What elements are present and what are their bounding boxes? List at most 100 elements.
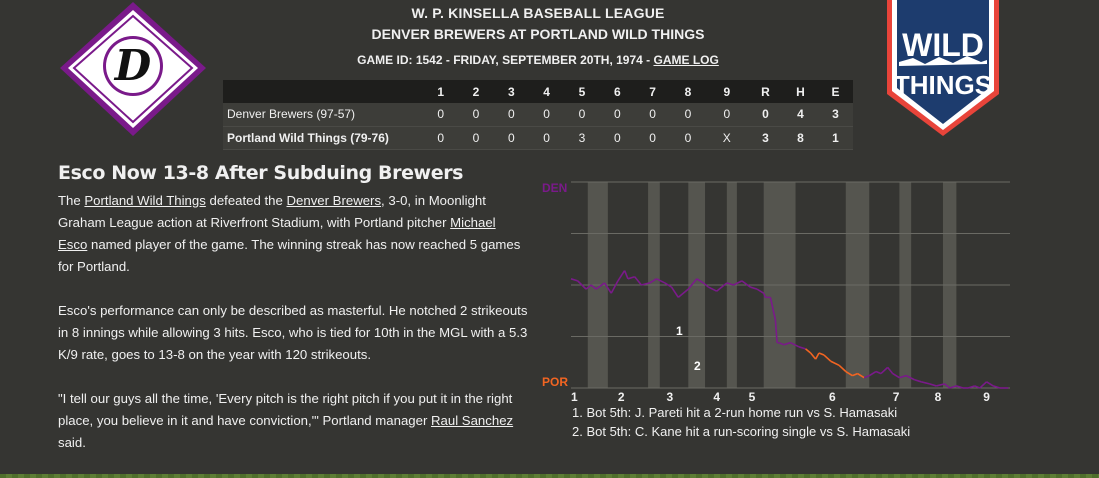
game-info-text: GAME ID: 1542 - FRIDAY, SEPTEMBER 20TH, … [357,53,654,67]
logo-wild-text: WILD [902,27,984,63]
home-runs: 3 [748,126,783,150]
win-prob-segment [905,374,915,381]
win-prob-segment [603,282,612,294]
text-span: defeated the [205,193,287,208]
win-prob-segment [664,282,672,288]
win-prob-segment [590,284,597,290]
win-prob-segment [921,381,930,385]
home-team-name: Portland Wild Things (79-76) [223,126,423,150]
win-prob-segment [887,366,894,375]
win-prob-segment [627,275,635,280]
inning-score: 0 [528,126,565,150]
inning-header: 2 [458,80,494,103]
win-prob-segment [967,385,976,389]
away-runs: 0 [748,103,783,127]
inning-header: 9 [705,80,748,103]
win-prob-segment [944,383,951,389]
win-prob-segment [914,378,922,383]
inning-header: 4 [528,80,565,103]
article-paragraph: "I tell our guys all the time, 'Every pi… [58,388,528,454]
inning-header: 1 [423,80,459,103]
win-prob-segment [634,276,642,286]
inning-tick-label: 5 [749,390,756,404]
win-prob-segment [809,352,817,360]
player-link-esco[interactable]: Michael Esco [58,215,496,252]
win-prob-segment [656,278,666,284]
inning-header: 6 [599,80,635,103]
win-probability-chart: DEN POR 1 2 3 4 5 6 7 8 9 1 2 [540,176,1020,406]
win-prob-segment [726,282,734,286]
chart-notes: 1. Bot 5th: J. Pareti hit a 2-run home r… [572,403,910,441]
win-prob-segment [670,286,679,298]
win-prob-segment [875,370,882,375]
inning-score: 0 [423,126,459,150]
inning-tick-label: 7 [893,390,900,404]
inning-header: 8 [670,80,706,103]
inning-score: 0 [423,103,459,127]
denver-brewers-logo[interactable]: D [58,0,208,140]
win-prob-segment [790,341,800,348]
game-header: W. P. KINSELLA BASEBALL LEAGUE DENVER BR… [223,4,853,74]
win-prob-segment [798,346,806,350]
win-prob-segment [595,282,605,290]
event-annotation: 1 [676,324,683,338]
win-prob-segment [756,288,765,294]
inning-tick-label: 9 [983,390,990,404]
inning-score: 0 [670,103,706,127]
text-span: , 3-0, in Moonlight Graham League action… [58,193,486,230]
inning-tick-label: 6 [829,390,836,404]
manager-link-sanchez[interactable]: Raul Sanchez [431,413,514,428]
win-prob-segment [830,360,840,367]
grass-strip [0,474,1099,478]
portland-team-link[interactable]: Portland Wild Things [84,193,206,208]
inning-header: 5 [564,80,600,103]
away-errors: 3 [818,103,853,127]
text-span: named player of the game. The winning st… [58,237,521,274]
matchup-title: DENVER BREWERS AT PORTLAND WILD THINGS [371,26,705,42]
win-prob-segment [974,385,981,389]
inning-score: 0 [528,103,565,127]
win-prob-segment [852,372,858,377]
win-prob-segment [838,364,847,373]
home-errors: 1 [818,126,853,150]
win-prob-segment [892,372,900,379]
win-prob-segment [687,278,698,290]
chart-note: 2. Bot 5th: C. Kane hit a run-scoring si… [572,424,911,439]
inning-score: 0 [458,126,494,150]
inning-score: 0 [493,126,529,150]
home-hits: 8 [783,126,818,150]
hits-header: H [783,80,818,103]
win-prob-segment [774,319,778,343]
article-headline: Esco Now 13-8 After Subduing Brewers [58,162,464,184]
inning-score: 3 [564,126,600,150]
win-prob-segment [577,280,587,290]
inning-score: 0 [670,126,706,150]
inning-score: 0 [705,103,748,127]
chart-top-team-label: DEN [542,181,567,195]
win-prob-segment [570,278,578,282]
linescore-table: 1 2 3 4 5 6 7 8 9 R H E Denver Brewers (… [223,80,853,150]
event-annotation: 2 [694,359,701,373]
win-prob-segment [778,341,785,346]
inning-score: 0 [599,126,635,150]
runs-header: R [748,80,783,103]
win-prob-segment [741,280,751,288]
game-log-link[interactable]: GAME LOG [653,53,719,67]
win-prob-segment [857,372,865,379]
win-prob-segment [949,385,957,389]
article-paragraph: The Portland Wild Things defeated the De… [58,190,528,278]
portland-wild-things-logo[interactable]: WILD THINGS [885,0,1001,138]
linescore-header-row: 1 2 3 4 5 6 7 8 9 R H E [223,80,853,103]
win-prob-segment [649,278,657,284]
win-prob-segment [716,282,728,292]
win-prob-segment [986,381,994,387]
text-span: "I tell our guys all the time, 'Every pi… [58,391,513,428]
denver-team-link[interactable]: Denver Brewers [286,193,382,208]
win-prob-segment [696,278,704,284]
win-prob-segment [762,292,767,298]
win-prob-segment [677,288,689,298]
win-prob-segment [956,385,964,389]
away-hits: 4 [783,103,818,127]
win-prob-segment [823,354,832,362]
